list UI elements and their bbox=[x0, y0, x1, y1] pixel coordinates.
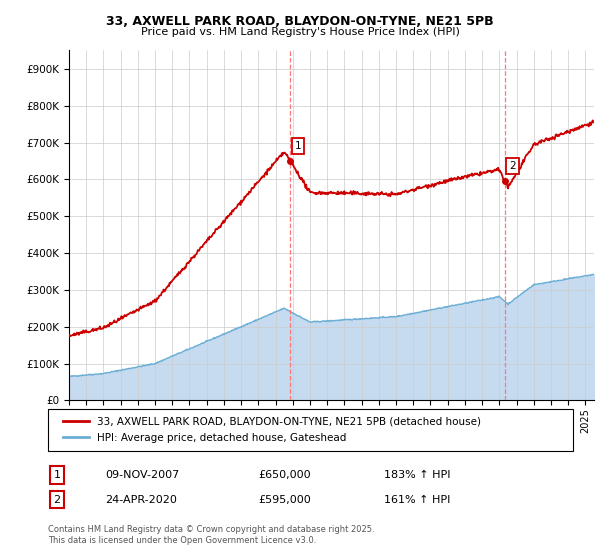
Text: 2: 2 bbox=[509, 161, 515, 171]
Text: 1: 1 bbox=[53, 470, 61, 480]
Text: Contains HM Land Registry data © Crown copyright and database right 2025.
This d: Contains HM Land Registry data © Crown c… bbox=[48, 525, 374, 545]
FancyBboxPatch shape bbox=[48, 409, 573, 451]
Text: £595,000: £595,000 bbox=[258, 494, 311, 505]
Text: 161% ↑ HPI: 161% ↑ HPI bbox=[384, 494, 451, 505]
Text: 2: 2 bbox=[53, 494, 61, 505]
Text: 09-NOV-2007: 09-NOV-2007 bbox=[105, 470, 179, 480]
Text: Price paid vs. HM Land Registry's House Price Index (HPI): Price paid vs. HM Land Registry's House … bbox=[140, 27, 460, 37]
Text: 33, AXWELL PARK ROAD, BLAYDON-ON-TYNE, NE21 5PB: 33, AXWELL PARK ROAD, BLAYDON-ON-TYNE, N… bbox=[106, 15, 494, 28]
Text: 1: 1 bbox=[295, 141, 301, 151]
Legend: 33, AXWELL PARK ROAD, BLAYDON-ON-TYNE, NE21 5PB (detached house), HPI: Average p: 33, AXWELL PARK ROAD, BLAYDON-ON-TYNE, N… bbox=[58, 413, 485, 447]
Text: 24-APR-2020: 24-APR-2020 bbox=[105, 494, 177, 505]
Text: 183% ↑ HPI: 183% ↑ HPI bbox=[384, 470, 451, 480]
Text: £650,000: £650,000 bbox=[258, 470, 311, 480]
